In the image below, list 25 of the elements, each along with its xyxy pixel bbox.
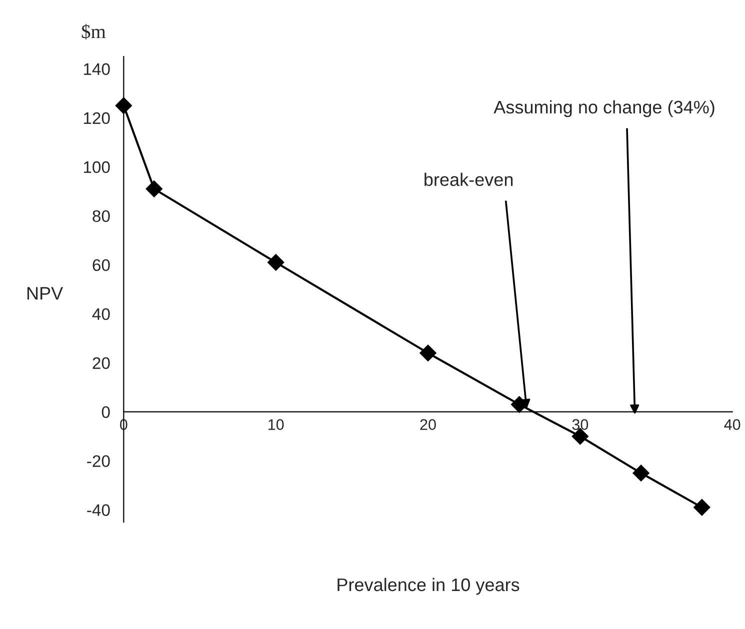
x-tick-label: 20 — [420, 419, 436, 430]
x-tick-label: 40 — [724, 419, 740, 430]
point — [146, 180, 162, 198]
y-tick-label: 140 — [84, 63, 110, 76]
x-tick-label: 30 — [572, 419, 588, 430]
point — [267, 254, 284, 271]
y-tick-label: 80 — [92, 210, 110, 222]
annotation: break-even — [424, 172, 513, 186]
point — [694, 498, 710, 516]
y-tick-label: 120 — [84, 112, 110, 124]
y-tick-label: 60 — [92, 259, 110, 272]
x-axis-title: Prevalence in 10 years — [338, 578, 520, 595]
point — [632, 464, 650, 482]
point — [115, 97, 132, 114]
x-tick-label: 10 — [268, 419, 284, 430]
point — [420, 344, 436, 362]
y-tick-label: -40 — [87, 504, 110, 516]
annotation: Assuming no change (34%) — [494, 100, 714, 118]
y-axis-title: NPV — [27, 287, 64, 300]
y-tick-label: 20 — [92, 357, 110, 370]
chart-title: $m — [82, 24, 106, 40]
y-tick-label: 40 — [92, 308, 110, 320]
y-tick-label: 0 — [102, 406, 110, 418]
y-tick-label: -20 — [87, 455, 110, 468]
y-tick-label: 100 — [84, 161, 110, 174]
